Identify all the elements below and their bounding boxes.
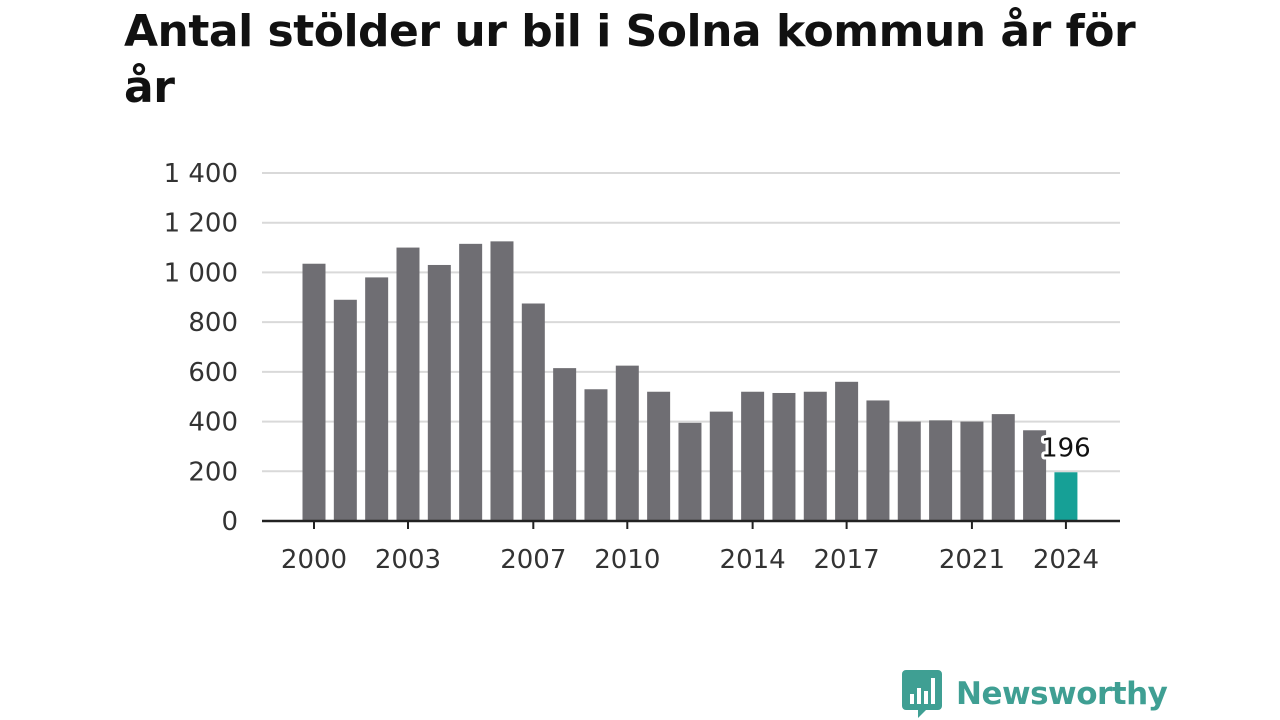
x-tick-label: 2021 [939, 545, 1005, 575]
y-tick-label: 200 [188, 457, 238, 487]
bar-2006 [490, 241, 514, 521]
bar-2008 [553, 368, 577, 521]
x-tick-label: 2010 [594, 545, 660, 575]
bar-2017 [835, 381, 859, 521]
bar-2003 [396, 247, 420, 522]
y-tick-label: 600 [188, 358, 238, 388]
y-tick-label: 400 [188, 408, 238, 438]
highlight-value-label: 196 [1041, 433, 1091, 463]
bar-2022 [991, 414, 1015, 521]
y-tick-label: 0 [221, 507, 238, 537]
bar-2011 [647, 391, 671, 521]
x-tick-label: 2014 [720, 545, 786, 575]
newsworthy-brand: Newsworthy [902, 670, 1168, 718]
bar-2001 [333, 299, 357, 521]
bar-2013 [709, 411, 733, 521]
bar-2000 [302, 263, 326, 521]
x-tick-label: 2024 [1033, 545, 1099, 575]
y-axis-tick-labels: 0 200 400 600 800 1 000 1 200 1 400 [164, 159, 238, 537]
bar-2019 [897, 421, 921, 521]
bar-2009 [584, 389, 608, 521]
x-tick-label: 2000 [281, 545, 347, 575]
x-tick-label: 2017 [814, 545, 880, 575]
bars [302, 241, 1078, 522]
x-tick-label: 2003 [375, 545, 441, 575]
bar-2014 [741, 391, 765, 521]
bar-2007 [521, 303, 545, 521]
y-tick-label: 1 000 [164, 258, 238, 288]
bar-2024 [1054, 472, 1078, 521]
brand-name: Newsworthy [956, 676, 1168, 712]
y-tick-label: 1 400 [164, 159, 238, 189]
bar-2023 [1023, 430, 1047, 521]
bar-2015 [772, 392, 796, 521]
y-tick-label: 1 200 [164, 209, 238, 239]
x-tick-label: 2007 [500, 545, 566, 575]
bar-2005 [459, 243, 483, 522]
data-labels: 196 [1038, 430, 1094, 466]
x-axis-tick-labels: 2000 2003 2007 2010 2014 2017 2021 2024 [281, 521, 1099, 575]
bar-2020 [929, 420, 953, 521]
bar-2010 [615, 365, 639, 521]
chart-title: Antal stölder ur bil i Solna kommun år f… [124, 6, 1136, 113]
y-tick-label: 800 [188, 308, 238, 338]
bar-2012 [678, 422, 702, 521]
newsworthy-chart-bubble-icon [902, 670, 942, 718]
bar-2004 [427, 264, 451, 521]
bar-2016 [803, 391, 827, 521]
bar-2002 [365, 277, 389, 521]
bar-2021 [960, 421, 984, 521]
bar-2018 [866, 400, 890, 521]
